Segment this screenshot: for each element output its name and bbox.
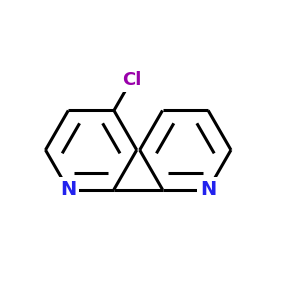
Text: N: N: [200, 180, 216, 199]
Text: Cl: Cl: [122, 71, 141, 89]
Text: N: N: [60, 180, 76, 199]
